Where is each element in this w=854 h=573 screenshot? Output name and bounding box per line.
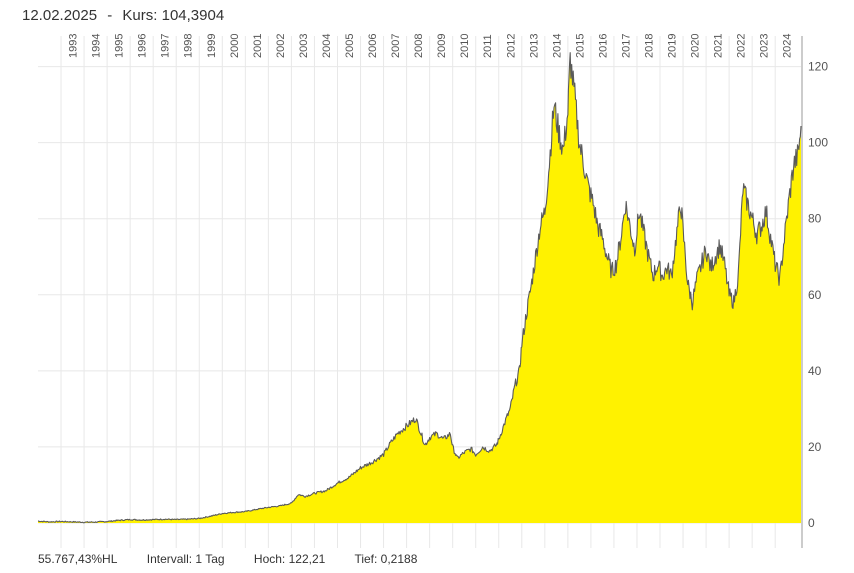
x-tick-label-2017: 2017 bbox=[620, 34, 632, 58]
x-tick-label-2012: 2012 bbox=[505, 34, 517, 58]
y-tick-label-40: 40 bbox=[808, 364, 822, 378]
x-tick-label-2006: 2006 bbox=[367, 34, 379, 58]
x-tick-label-1997: 1997 bbox=[160, 34, 172, 58]
x-tick-label-1995: 1995 bbox=[114, 34, 126, 58]
footer-low: Tief: 0,2188 bbox=[354, 552, 418, 566]
x-tick-label-2001: 2001 bbox=[252, 34, 264, 58]
x-tick-label-1993: 1993 bbox=[68, 34, 80, 58]
x-tick-label-1996: 1996 bbox=[137, 34, 149, 58]
x-tick-label-2019: 2019 bbox=[667, 34, 679, 58]
x-tick-label-2013: 2013 bbox=[528, 34, 540, 58]
x-tick-label-2024: 2024 bbox=[782, 34, 794, 58]
x-tick-label-2002: 2002 bbox=[275, 34, 287, 58]
header-price-value: 104,3904 bbox=[161, 7, 225, 24]
x-tick-label-2003: 2003 bbox=[298, 34, 310, 58]
header-price-label: Kurs: bbox=[122, 7, 158, 24]
y-axis: 0 20 40 60 80 100 120 bbox=[808, 60, 828, 530]
x-tick-label-1998: 1998 bbox=[183, 34, 195, 58]
y-tick-label-80: 80 bbox=[808, 212, 822, 226]
x-tick-label-2016: 2016 bbox=[597, 34, 609, 58]
footer-performance: 55.767,43%HL bbox=[38, 552, 118, 566]
price-area bbox=[38, 52, 801, 523]
chart-header: 12.02.2025 - Kurs: 104,3904 bbox=[22, 7, 224, 24]
header-date: 12.02.2025 bbox=[22, 7, 98, 24]
chart-footer: 55.767,43%HL Intervall: 1 Tag Hoch: 122,… bbox=[38, 552, 443, 566]
y-tick-label-0: 0 bbox=[808, 516, 815, 530]
y-tick-label-60: 60 bbox=[808, 288, 822, 302]
x-tick-label-2023: 2023 bbox=[759, 34, 771, 58]
x-tick-label-2005: 2005 bbox=[344, 34, 356, 58]
y-tick-label-20: 20 bbox=[808, 440, 822, 454]
x-tick-label-1999: 1999 bbox=[206, 34, 218, 58]
price-chart[interactable]: 1993 1994 1995 1996 1997 1998 1999 2000 2001 2002… bbox=[0, 0, 854, 550]
x-axis: 1993 1994 1995 1996 1997 1998 1999 2000 2001 2002… bbox=[68, 34, 794, 58]
x-tick-label-2015: 2015 bbox=[574, 34, 586, 58]
x-tick-label-2014: 2014 bbox=[551, 34, 563, 58]
x-tick-label-2000: 2000 bbox=[229, 34, 241, 58]
footer-interval: Intervall: 1 Tag bbox=[146, 552, 225, 566]
x-tick-label-2020: 2020 bbox=[690, 34, 702, 58]
x-tick-label-2007: 2007 bbox=[390, 34, 402, 58]
footer-high: Hoch: 122,21 bbox=[253, 552, 326, 566]
y-tick-label-120: 120 bbox=[808, 60, 828, 74]
x-tick-label-2011: 2011 bbox=[482, 34, 494, 58]
price-line bbox=[38, 52, 802, 524]
x-tick-label-2021: 2021 bbox=[713, 34, 725, 58]
x-tick-label-2008: 2008 bbox=[413, 34, 425, 58]
x-tick-label-2010: 2010 bbox=[459, 34, 471, 58]
x-tick-label-2004: 2004 bbox=[321, 34, 333, 58]
x-tick-label-1994: 1994 bbox=[91, 34, 103, 58]
x-tick-label-2022: 2022 bbox=[736, 34, 748, 58]
y-tick-label-100: 100 bbox=[808, 136, 828, 150]
x-tick-label-2018: 2018 bbox=[643, 34, 655, 58]
header-separator: - bbox=[107, 7, 113, 24]
x-tick-label-2009: 2009 bbox=[436, 34, 448, 58]
